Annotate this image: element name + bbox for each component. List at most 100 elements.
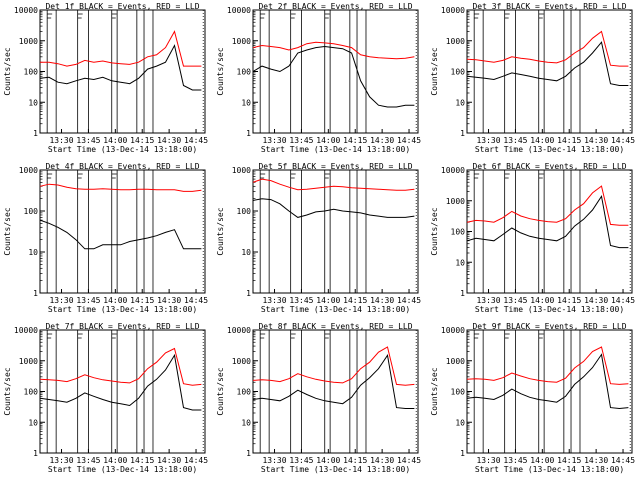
- y-tick-label: 1000: [19, 37, 38, 46]
- x-tick-label: 14:45: [184, 296, 208, 305]
- x-tick-label: 14:15: [557, 296, 581, 305]
- interval-flag-marker: [324, 173, 330, 179]
- interval-flag-marker: [111, 173, 117, 179]
- events-series-line: [39, 353, 202, 411]
- y-tick-label: 10: [241, 98, 251, 107]
- y-tick-label: 100: [24, 388, 39, 397]
- y-tick-label: 1: [33, 129, 38, 138]
- y-axis-label: Counts/sec: [430, 207, 439, 255]
- chart-title: Det 7f BLACK = Events, RED = LLD: [45, 322, 199, 331]
- interval-flag-marker: [77, 333, 83, 339]
- y-tick-label: 1000: [232, 166, 251, 175]
- x-tick-label: 14:00: [316, 296, 340, 305]
- x-tick-label: 14:15: [130, 456, 154, 465]
- x-tick-label: 13:30: [476, 456, 500, 465]
- y-tick-label: 1: [460, 289, 465, 298]
- y-tick-label: 10000: [441, 6, 465, 15]
- y-tick-label: 10000: [441, 166, 465, 175]
- chart-title: Det 8f BLACK = Events, RED = LLD: [258, 322, 412, 331]
- x-tick-label: 14:00: [316, 136, 340, 145]
- x-tick-label: 14:15: [130, 296, 154, 305]
- x-tick-label: 13:45: [289, 136, 313, 145]
- y-tick-label: 10: [455, 98, 465, 107]
- y-tick-label: 1000: [19, 166, 38, 175]
- lld-series-line: [252, 178, 415, 191]
- y-axis-label: Counts/sec: [430, 47, 439, 95]
- x-axis-label: Start Time (13-Dec-14 13:18:00): [48, 145, 197, 154]
- interval-flag-marker: [290, 173, 296, 179]
- x-tick-label: 13:30: [476, 136, 500, 145]
- chart-title: Det 5f BLACK = Events, RED = LLD: [258, 162, 412, 171]
- chart-title: Det 2f BLACK = Events, RED = LLD: [258, 2, 412, 11]
- interval-flag-marker: [324, 13, 330, 19]
- x-tick-label: 13:30: [49, 456, 73, 465]
- chart-title: Det 4f BLACK = Events, RED = LLD: [45, 162, 199, 171]
- x-tick-label: 13:30: [49, 296, 73, 305]
- x-tick-label: 14:00: [530, 136, 554, 145]
- y-tick-label: 10: [28, 248, 38, 257]
- y-tick-label: 10000: [441, 326, 465, 335]
- y-axis-label: Counts/sec: [216, 207, 225, 255]
- y-tick-label: 1: [246, 129, 251, 138]
- x-tick-label: 14:00: [103, 136, 127, 145]
- x-tick-label: 14:45: [611, 296, 635, 305]
- x-tick-label: 14:15: [130, 136, 154, 145]
- y-tick-label: 10: [28, 418, 38, 427]
- lld-series-line: [40, 30, 202, 67]
- x-tick-label: 14:00: [316, 456, 340, 465]
- x-tick-label: 14:30: [157, 296, 181, 305]
- x-tick-label: 14:45: [397, 456, 421, 465]
- lld-series-line: [39, 183, 202, 192]
- y-tick-label: 10: [241, 248, 251, 257]
- x-tick-label: 14:00: [103, 296, 127, 305]
- y-tick-label: 1: [460, 129, 465, 138]
- x-tick-label: 13:45: [289, 456, 313, 465]
- x-axis-label: Start Time (13-Dec-14 13:18:00): [475, 305, 624, 314]
- y-tick-label: 1: [246, 289, 251, 298]
- lld-series-line: [252, 41, 415, 60]
- events-series-line: [466, 353, 629, 410]
- y-tick-label: 100: [24, 207, 39, 216]
- y-tick-label: 1000: [446, 197, 465, 206]
- x-tick-label: 14:15: [343, 136, 367, 145]
- x-tick-label: 14:30: [157, 136, 181, 145]
- y-tick-label: 1: [33, 289, 38, 298]
- x-axis-label: Start Time (13-Dec-14 13:18:00): [261, 465, 410, 474]
- y-tick-label: 1: [460, 449, 465, 458]
- x-tick-label: 13:45: [76, 296, 100, 305]
- x-tick-label: 14:30: [584, 136, 608, 145]
- x-tick-label: 14:30: [370, 456, 394, 465]
- y-axis-label: Counts/sec: [3, 367, 12, 415]
- plot-frame: [466, 9, 633, 134]
- y-tick-label: 1000: [446, 37, 465, 46]
- y-tick-label: 100: [237, 68, 252, 77]
- interval-flag-marker: [47, 173, 53, 179]
- y-tick-label: 1000: [232, 357, 251, 366]
- chart-panel-3: 1 10 100 1000 10000 13:30 13:45 14:00 14:15 14:30…: [430, 2, 635, 154]
- interval-flag-marker: [474, 333, 480, 339]
- y-tick-label: 10000: [14, 6, 38, 15]
- x-tick-label: 13:45: [76, 456, 100, 465]
- interval-flag-marker: [504, 333, 510, 339]
- chart-panel-2: 1 10 100 1000 10000 13:30 13:45 14:00 14:15 14:30…: [216, 2, 421, 154]
- y-axis-label: Counts/sec: [216, 367, 225, 415]
- x-tick-label: 14:45: [184, 456, 208, 465]
- x-axis-label: Start Time (13-Dec-14 13:18:00): [48, 465, 197, 474]
- x-tick-label: 14:00: [530, 296, 554, 305]
- chart-panel-1: 1 10 100 1000 10000 13:30 13:45 14:00 14:15 14:30…: [3, 2, 208, 154]
- interval-flag-marker: [290, 333, 296, 339]
- x-tick-label: 14:15: [343, 456, 367, 465]
- plot-frame: [466, 329, 633, 454]
- y-tick-label: 10000: [14, 326, 38, 335]
- interval-flag-marker: [538, 13, 544, 19]
- y-axis-label: Counts/sec: [3, 207, 12, 255]
- y-tick-label: 10000: [227, 326, 251, 335]
- plot-frame: [252, 9, 419, 134]
- x-tick-label: 13:45: [76, 136, 100, 145]
- y-axis-label: Counts/sec: [216, 47, 225, 95]
- chart-title: Det 6f BLACK = Events, RED = LLD: [472, 162, 626, 171]
- x-tick-label: 14:30: [370, 136, 394, 145]
- x-tick-label: 14:45: [184, 136, 208, 145]
- interval-flag-marker: [260, 333, 266, 339]
